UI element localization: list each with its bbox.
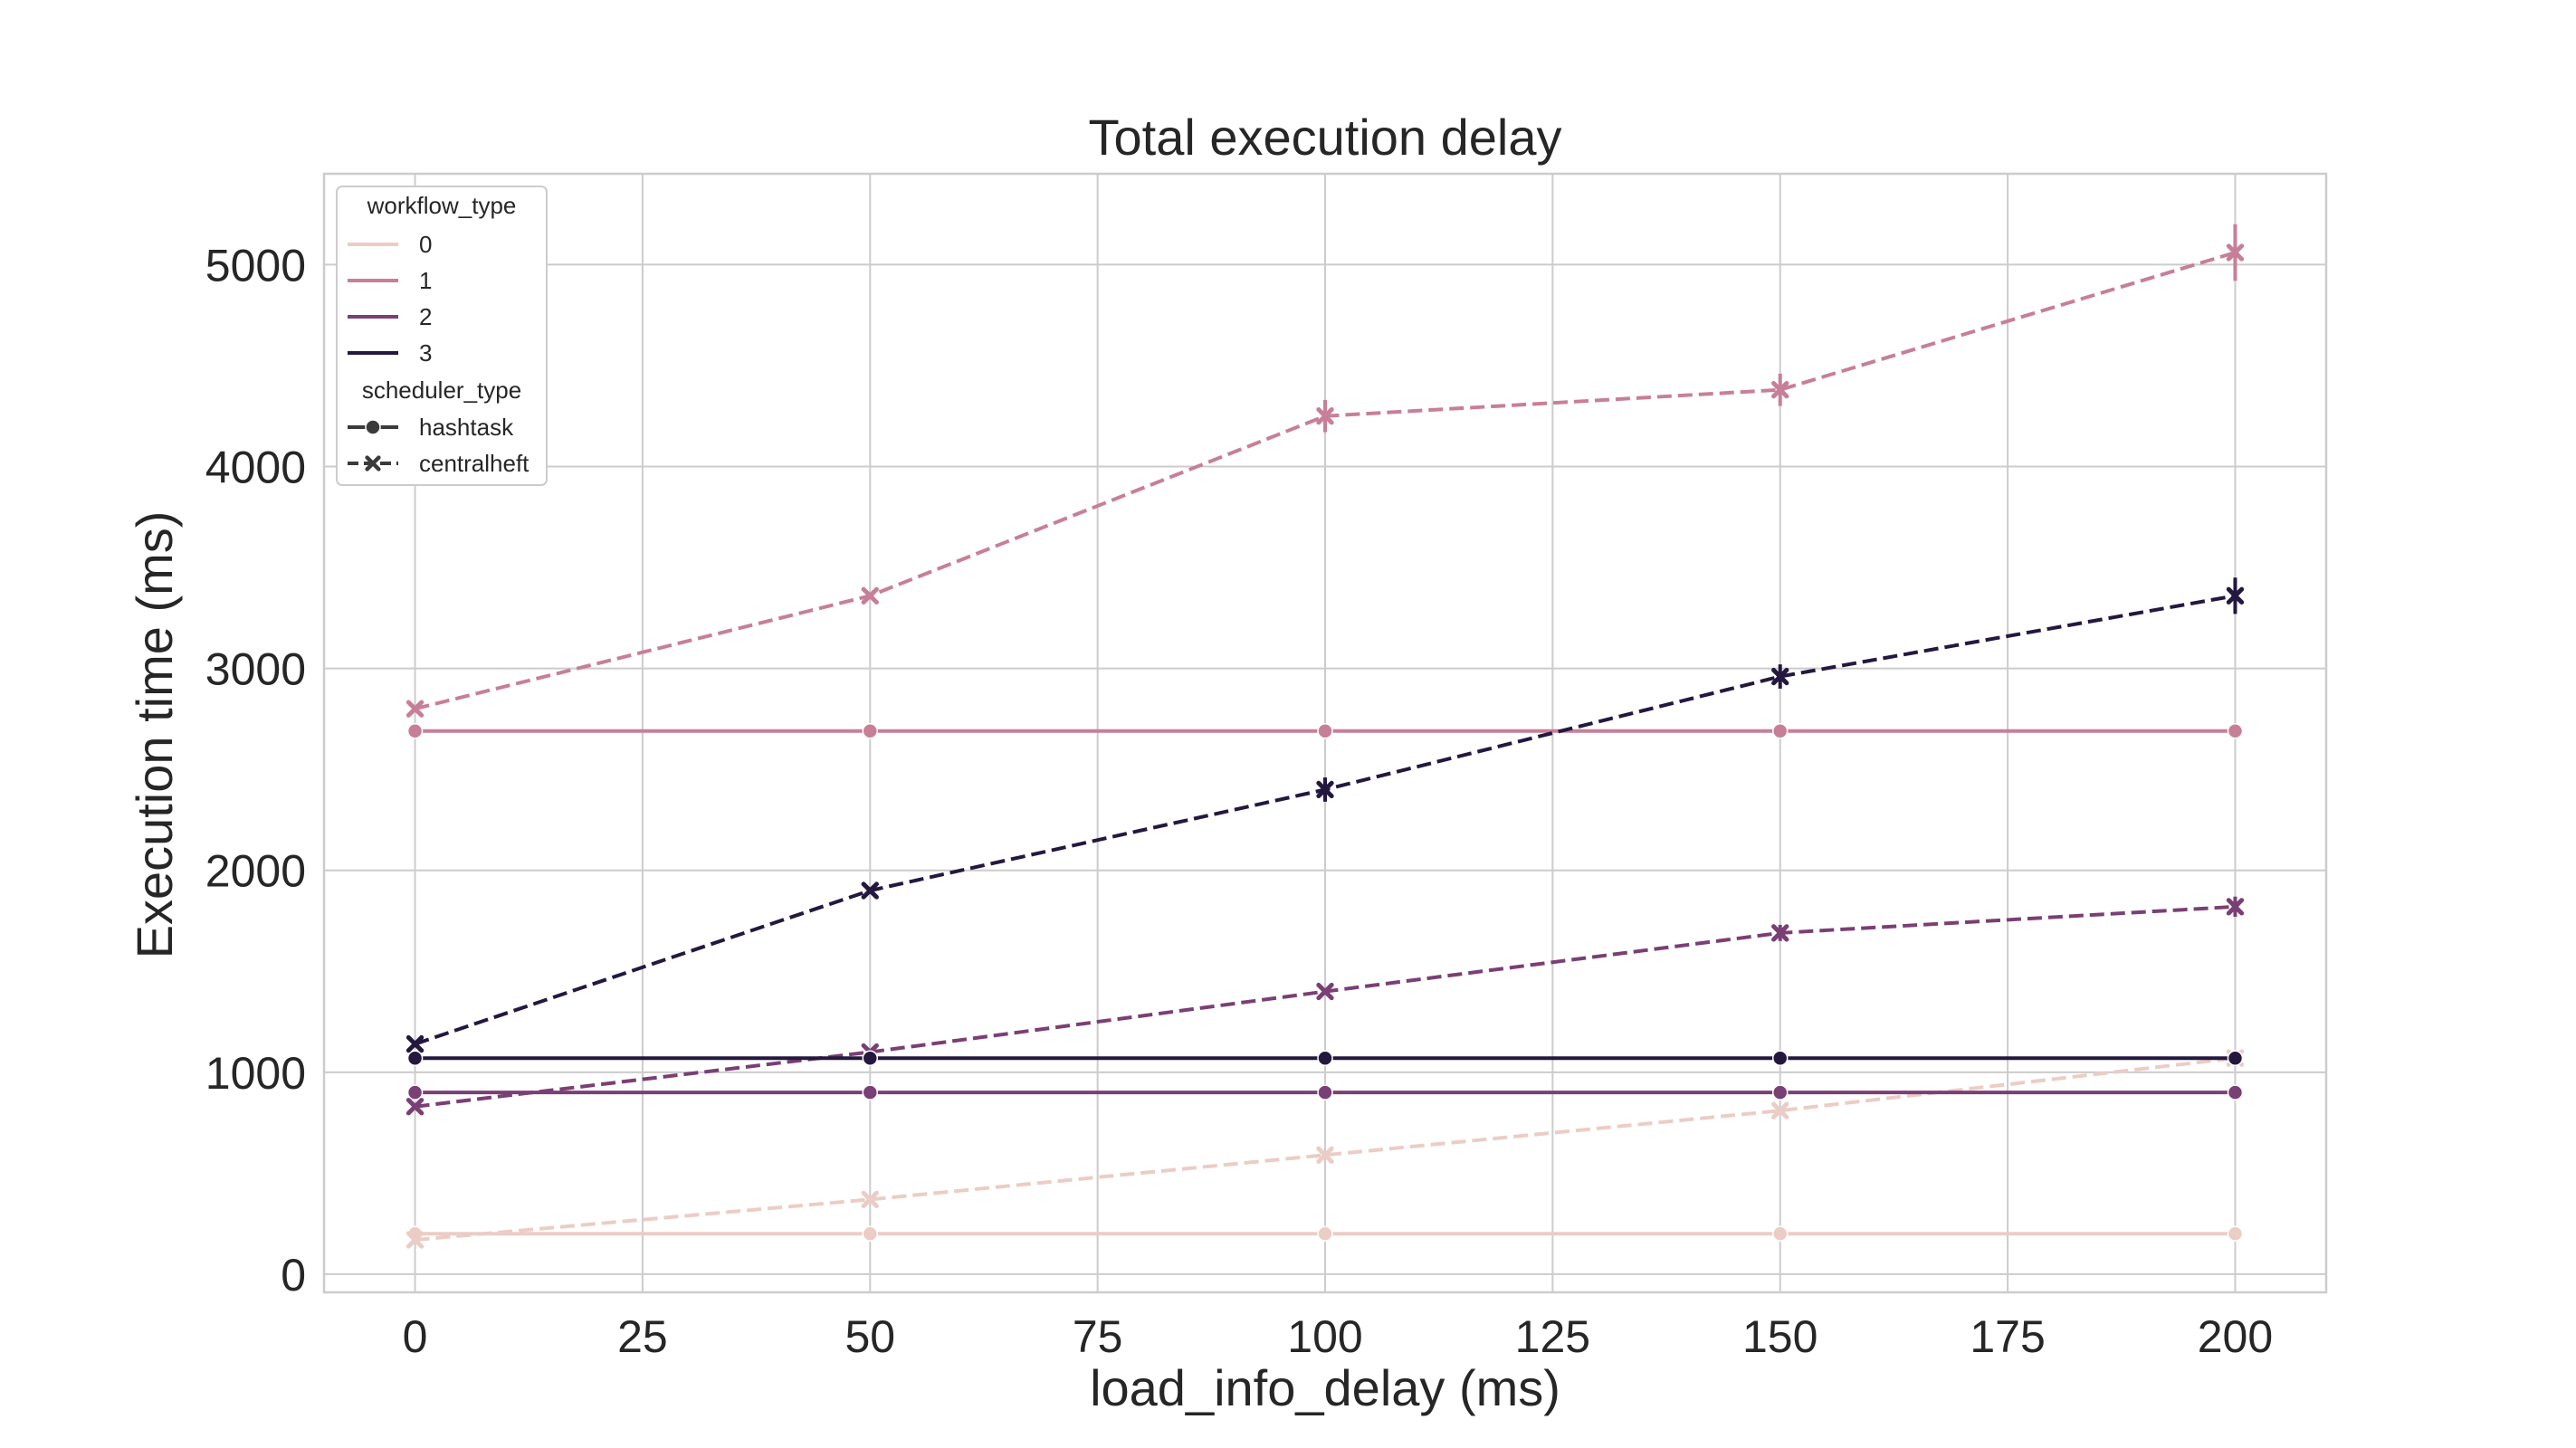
series-wf1-hashtask-point (1771, 723, 1789, 739)
series-wf0-hashtask-point (1771, 1225, 1789, 1243)
legend-style-title: scheduler_type (362, 376, 521, 404)
series-wf3-hashtask-point (2227, 1050, 2244, 1066)
plot-area: 0 25 50 75 100 125 150 175 200010002000300040005… (205, 172, 2328, 1362)
legend-style-marker (365, 419, 381, 435)
x-tick-label: 125 (1515, 1311, 1590, 1362)
plot-frame (322, 172, 2328, 1294)
series-wf0-hashtask-point (2227, 1225, 2244, 1243)
x-tick-label: 50 (844, 1311, 895, 1362)
chart-title: Total execution delay (1088, 109, 1561, 166)
series-wf1-centralheft-point (1771, 381, 1789, 399)
series-wf1-hashtask-point (406, 723, 424, 739)
series-wf2-hashtask-point (862, 1084, 879, 1100)
series-wf1-centralheft-point (2226, 243, 2245, 262)
series-wf3-centralheft-point (1771, 667, 1789, 686)
x-tick-label: 150 (1742, 1311, 1818, 1362)
series-wf0-hashtask-point (1317, 1225, 1333, 1243)
series-wf3-hashtask-point (862, 1050, 879, 1066)
series-wf1-centralheft-point (1316, 407, 1334, 425)
x-tick-label: 75 (1073, 1311, 1123, 1362)
series-wf3-hashtask-point (406, 1050, 424, 1066)
x-tick-label: 100 (1287, 1311, 1362, 1362)
legend-hue-label: 0 (419, 231, 432, 258)
series-wf1-hashtask-point (862, 723, 879, 739)
legend-style-label: hashtask (419, 414, 514, 441)
legend-hue-label: 3 (419, 339, 432, 367)
series-wf3-centralheft-point (405, 1034, 425, 1053)
series-wf3-hashtask-point (1771, 1050, 1789, 1066)
legend-hue-label: 1 (419, 267, 432, 294)
y-tick-label: 2000 (205, 846, 306, 897)
x-axis-label: load_info_delay (ms) (1090, 1359, 1560, 1416)
y-tick-label: 5000 (205, 240, 306, 291)
y-tick-label: 0 (281, 1250, 306, 1300)
legend-box (336, 186, 548, 486)
series-wf2-hashtask-point (1771, 1084, 1789, 1100)
series-wf3-centralheft-point (861, 881, 879, 900)
series-wf2-centralheft-point (1316, 982, 1334, 1001)
series-wf3-hashtask-point (1317, 1050, 1333, 1066)
series-wf3-centralheft-point (2226, 586, 2245, 605)
series-wf0-centralheft-point (1771, 1101, 1789, 1119)
series-wf0-centralheft-point (405, 1231, 425, 1249)
y-tick-label: 1000 (205, 1048, 306, 1099)
x-tick-label: 25 (617, 1311, 668, 1362)
series-wf2-hashtask-point (2227, 1084, 2244, 1100)
x-tick-label: 175 (1970, 1311, 2045, 1362)
legend-hue-label: 2 (419, 303, 432, 330)
series-wf1-centralheft-point (405, 700, 425, 718)
series-wf0-centralheft-point (1316, 1146, 1334, 1164)
legend-hue-title: workflow_type (367, 192, 517, 219)
series-wf1-hashtask-point (1317, 723, 1333, 739)
y-tick-label: 3000 (205, 644, 306, 695)
series-wf2-hashtask-point (1317, 1084, 1333, 1100)
series-wf0-centralheft-point (861, 1190, 879, 1209)
legend-style-label: centralheft (419, 450, 530, 477)
legend: workflow_type 0 1 2 3 scheduler_type hashtask c… (336, 186, 548, 486)
series-wf2-hashtask-point (406, 1084, 424, 1100)
series-wf1-hashtask-point (2227, 723, 2244, 739)
x-tick-label: 200 (2198, 1311, 2273, 1362)
series-wf0-hashtask-point (862, 1225, 879, 1243)
x-tick-label: 0 (403, 1311, 428, 1362)
series-wf3-centralheft-point (1316, 780, 1334, 799)
series-wf1-centralheft-point (861, 586, 879, 605)
series-wf2-centralheft-point (1771, 924, 1789, 942)
y-axis-label: Execution time (ms) (126, 511, 183, 959)
series-wf2-centralheft-point (2226, 898, 2245, 916)
y-tick-label: 4000 (205, 443, 306, 493)
legend-style-marker (365, 455, 381, 472)
series-wf2-centralheft-point (405, 1098, 425, 1116)
